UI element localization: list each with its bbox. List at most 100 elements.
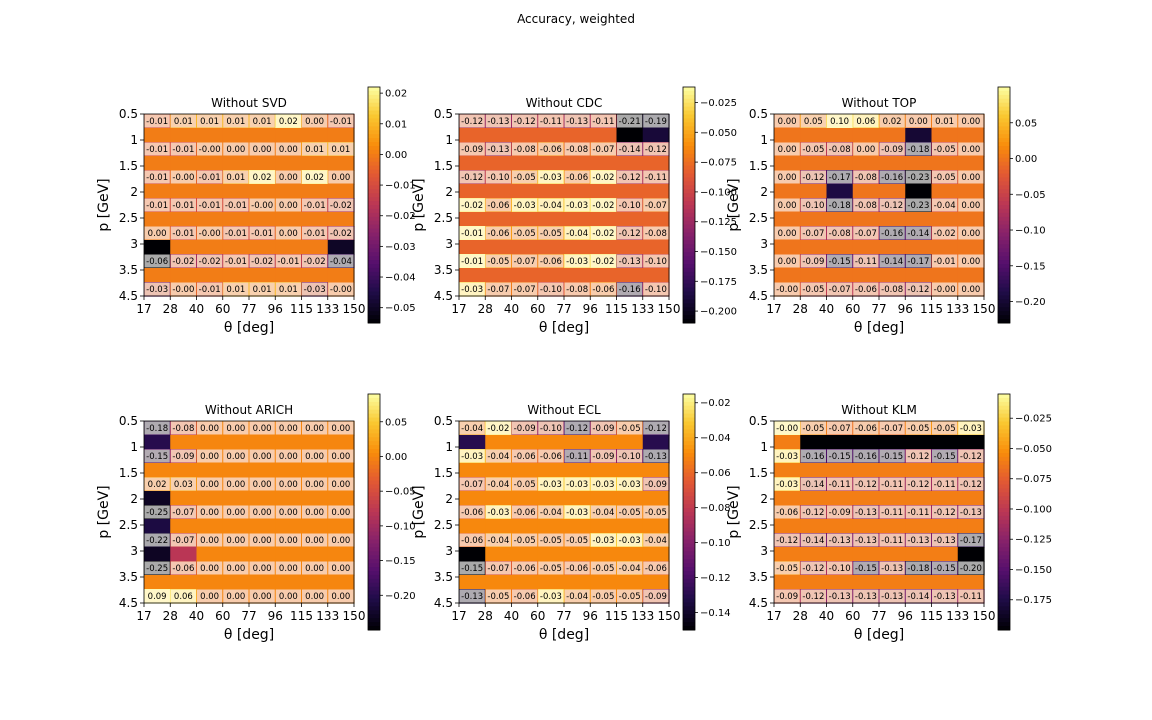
heatmap-cell bbox=[590, 519, 618, 534]
heatmap-cell bbox=[275, 184, 303, 199]
cell-label-box bbox=[827, 170, 853, 184]
colorbar-segment bbox=[368, 311, 380, 316]
cell-value-label: -0.04 bbox=[487, 452, 509, 462]
heatmap-cell bbox=[144, 156, 171, 171]
heatmap-cell bbox=[564, 212, 591, 227]
cell-label-box bbox=[223, 282, 249, 296]
colorbar-segment bbox=[998, 275, 1010, 281]
cell-label-box bbox=[328, 114, 354, 128]
heatmap-cell bbox=[222, 463, 250, 478]
heatmap-cell bbox=[879, 491, 906, 506]
heatmap-cell bbox=[249, 575, 276, 590]
colorbar-frame bbox=[367, 86, 381, 324]
colorbar-tick-label: −0.08 bbox=[700, 503, 731, 514]
y-axis-label: p [GeV] bbox=[96, 178, 112, 231]
heatmap-cell bbox=[800, 184, 828, 199]
colorbar-segment bbox=[368, 468, 380, 474]
cell-label-box bbox=[485, 421, 511, 435]
cell-label-box bbox=[197, 477, 223, 491]
panel-title: Without SVD bbox=[211, 96, 287, 110]
cell-value-label: -0.05 bbox=[907, 424, 929, 434]
heatmap-cell bbox=[957, 268, 985, 283]
colorbar-segment bbox=[998, 551, 1010, 556]
colorbar-segment bbox=[368, 594, 380, 600]
cell-value-label: 0.00 bbox=[226, 452, 245, 462]
cell-label-box bbox=[485, 477, 511, 491]
cell-value-label: -0.05 bbox=[802, 285, 824, 295]
colorbar-segment bbox=[998, 165, 1010, 171]
cell-label-box bbox=[827, 142, 853, 156]
heatmap-cell bbox=[144, 212, 171, 227]
cell-label-box bbox=[328, 226, 354, 240]
cell-label-box bbox=[538, 533, 564, 547]
cell-label-box bbox=[170, 226, 196, 240]
cell-label-box bbox=[459, 421, 485, 435]
cell-label-box bbox=[302, 589, 328, 603]
colorbar-segment bbox=[683, 496, 695, 501]
cell-label-box bbox=[328, 421, 354, 435]
heatmap-cell bbox=[879, 547, 906, 562]
colorbar-segment bbox=[368, 212, 380, 218]
cell-label-box bbox=[932, 533, 958, 547]
cell-label-box bbox=[197, 449, 223, 463]
colorbar-segment bbox=[998, 433, 1010, 438]
y-tick-label: 3.5 bbox=[119, 263, 138, 277]
heatmap-cell bbox=[800, 519, 828, 534]
colorbar-segment bbox=[368, 260, 380, 265]
cell-value-label: -0.04 bbox=[487, 480, 509, 490]
cell-value-label: 0.00 bbox=[279, 452, 298, 462]
colorbar-segment bbox=[683, 586, 695, 592]
colorbar-segment bbox=[368, 401, 380, 407]
cell-label-box bbox=[302, 254, 328, 268]
heatmap-cell bbox=[275, 519, 303, 534]
cell-label-box bbox=[905, 505, 931, 519]
colorbar-segment bbox=[368, 429, 380, 434]
cell-value-label: -0.05 bbox=[514, 480, 536, 490]
colorbar-segment bbox=[683, 500, 695, 505]
cell-label-box bbox=[905, 533, 931, 547]
cell-label-box bbox=[958, 561, 984, 575]
cell-value-label: 0.00 bbox=[226, 424, 245, 434]
cell-label-box bbox=[538, 477, 564, 491]
cell-label-box bbox=[827, 254, 853, 268]
colorbar-tick-label: −0.150 bbox=[1015, 565, 1052, 576]
heatmap-cell bbox=[537, 575, 565, 590]
cell-label-box bbox=[223, 533, 249, 547]
cell-value-label: -0.12 bbox=[619, 229, 641, 239]
heatmap-cell bbox=[249, 547, 276, 562]
y-tick-label: 1 bbox=[760, 440, 768, 454]
cell-label-box bbox=[223, 114, 249, 128]
heatmap-cell bbox=[275, 128, 303, 143]
x-tick-label: 133 bbox=[631, 302, 654, 316]
colorbar-segment bbox=[368, 543, 380, 548]
y-tick-label: 3 bbox=[760, 544, 768, 558]
colorbar-segment bbox=[368, 240, 380, 245]
cell-value-label: -0.04 bbox=[540, 508, 562, 518]
heatmap-cell bbox=[590, 128, 618, 143]
x-tick-label: 96 bbox=[583, 302, 598, 316]
heatmap-cell bbox=[852, 128, 880, 143]
colorbar-segment bbox=[368, 264, 380, 269]
colorbar-segment bbox=[683, 618, 695, 623]
cell-label-box bbox=[905, 589, 931, 603]
cell-value-label: -0.12 bbox=[461, 173, 483, 183]
heatmap-cell bbox=[144, 491, 171, 506]
cell-value-label: -0.18 bbox=[829, 201, 851, 211]
colorbar-segment bbox=[368, 122, 380, 127]
cell-value-label: 0.01 bbox=[305, 145, 324, 155]
cell-label-box bbox=[170, 198, 196, 212]
cell-value-label: 0.00 bbox=[305, 564, 324, 574]
cell-label-box bbox=[485, 170, 511, 184]
colorbar-segment bbox=[368, 153, 380, 159]
cell-label-box bbox=[512, 477, 538, 491]
cell-value-label: -0.06 bbox=[514, 564, 536, 574]
cell-value-label: 0.00 bbox=[856, 145, 875, 155]
cell-value-label: -0.13 bbox=[855, 592, 877, 602]
colorbar-segment bbox=[998, 283, 1010, 289]
cell-label-box bbox=[197, 589, 223, 603]
colorbar-segment bbox=[368, 453, 380, 458]
cell-label-box bbox=[512, 198, 538, 212]
colorbar-segment bbox=[683, 165, 695, 171]
colorbar-segment bbox=[683, 110, 695, 116]
heatmap-cell bbox=[879, 463, 906, 478]
